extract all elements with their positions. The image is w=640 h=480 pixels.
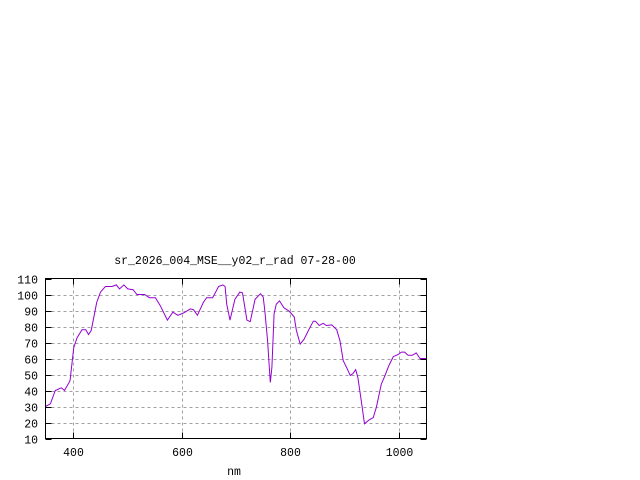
series-line: [45, 284, 427, 425]
x-tick-label: 600: [172, 447, 193, 460]
y-tick-label: 90: [24, 307, 38, 320]
y-tick-label: 50: [24, 371, 38, 384]
y-tick-label: 100: [17, 291, 38, 304]
y-tick-label: 40: [24, 387, 38, 400]
grid-lines: [45, 278, 427, 439]
y-tick-label: 110: [17, 275, 38, 288]
y-tick-label: 20: [24, 419, 38, 432]
x-tick-label: 1000: [386, 447, 414, 460]
x-axis-label: nm: [227, 466, 241, 479]
plot-border: [45, 278, 427, 439]
x-tick-label: 400: [63, 447, 84, 460]
chart-title: sr_2026_004_MSE__y02_r_rad 07-28-00: [114, 255, 356, 268]
x-tick-label: 800: [280, 447, 301, 460]
y-tick-label: 80: [24, 323, 38, 336]
y-tick-label: 10: [24, 435, 38, 448]
y-tick-labels: 10 20 30 40 50 60 70 80 90 100 110: [17, 275, 38, 448]
x-tick-labels: 400 600 800 1000: [63, 447, 413, 460]
axis-ticks: [45, 278, 427, 440]
y-tick-label: 60: [24, 355, 38, 368]
y-tick-label: 70: [24, 339, 38, 352]
y-tick-label: 30: [24, 403, 38, 416]
